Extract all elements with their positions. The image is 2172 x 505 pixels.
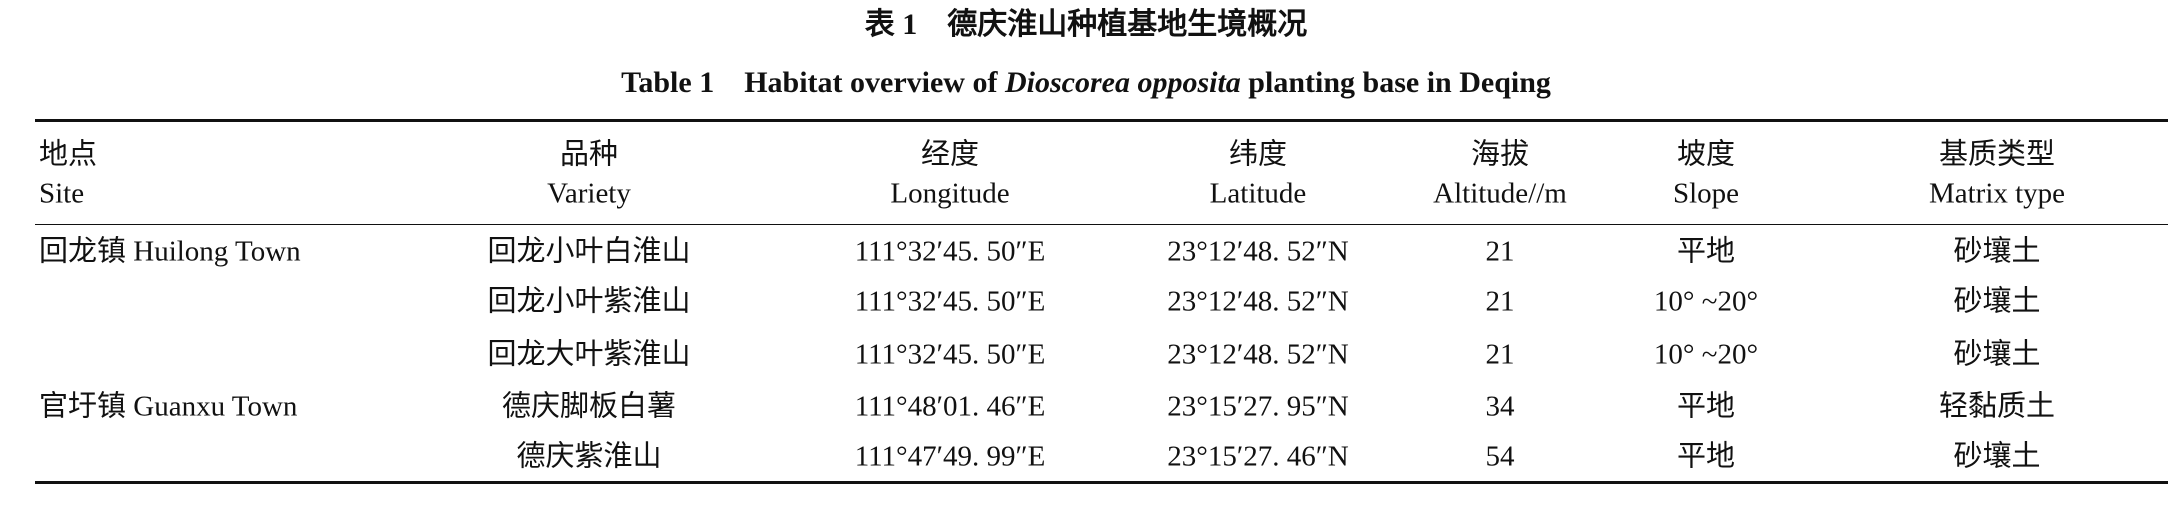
cell: 111°48′01. 46″E	[854, 390, 1046, 423]
cell: 54	[1485, 440, 1515, 473]
cell: 111°47′49. 99″E	[854, 440, 1046, 473]
cell: 21	[1485, 338, 1515, 371]
cell: 111°32′45. 50″E	[854, 235, 1046, 268]
header-cn: 海拔	[1470, 138, 1530, 171]
cell: 砂壤土	[1953, 285, 2041, 318]
cell: 平地	[1676, 440, 1736, 473]
cell: 回龙小叶紫淮山	[487, 285, 691, 318]
cell: 10° ~20°	[1653, 338, 1759, 371]
cell: 23°12′48. 52″N	[1167, 285, 1349, 318]
cell: 德庆脚板白薯	[501, 390, 677, 423]
cell: 回龙小叶白淮山	[487, 235, 691, 268]
cell: 平地	[1676, 235, 1736, 268]
cell: 砂壤土	[1953, 440, 2041, 473]
header-cn: 坡度	[1676, 138, 1736, 171]
cell: 10° ~20°	[1653, 285, 1759, 318]
cell: 23°12′48. 52″N	[1167, 338, 1349, 371]
cell: 34	[1485, 390, 1515, 423]
cell: 23°15′27. 46″N	[1167, 440, 1349, 473]
table-label: Table 1	[621, 66, 715, 99]
cell: 轻黏质土	[1938, 390, 2056, 423]
header-en: Longitude	[890, 177, 1010, 210]
header-en: Slope	[1672, 177, 1740, 210]
species: Dioscorea opposita	[1004, 66, 1241, 99]
header-cn: 基质类型	[1938, 138, 2056, 171]
cell: 官圩镇 Guanxu Town	[39, 390, 298, 423]
cell: 111°32′45. 50″E	[854, 338, 1046, 371]
header-cn: 经度	[920, 138, 980, 171]
mid-rule	[35, 224, 2168, 225]
header-en: Latitude	[1209, 177, 1307, 210]
cell: 111°32′45. 50″E	[854, 285, 1046, 318]
cell: 砂壤土	[1953, 235, 2041, 268]
cell: 21	[1485, 235, 1515, 268]
header-en: Altitude//m	[1433, 177, 1567, 210]
title-text: Habitat overview of	[744, 66, 998, 99]
cell: 23°12′48. 52″N	[1167, 235, 1349, 268]
cell: 回龙镇 Huilong Town	[39, 235, 301, 268]
top-rule	[35, 119, 2168, 122]
cell: 回龙大叶紫淮山	[487, 338, 691, 371]
header-en: Site	[39, 177, 85, 210]
title-cn: 表 1 德庆淮山种植基地生境概况	[864, 8, 1308, 41]
title-text: planting base in Deqing	[1248, 66, 1551, 99]
cell: 砂壤土	[1953, 338, 2041, 371]
cell: 德庆紫淮山	[516, 440, 662, 473]
header-cn: 纬度	[1228, 138, 1288, 171]
cell: 23°15′27. 95″N	[1167, 390, 1349, 423]
header-cn: 地点	[39, 138, 98, 171]
header-en: Variety	[547, 177, 631, 210]
bottom-rule	[35, 481, 2168, 484]
cell: 平地	[1676, 390, 1736, 423]
header-cn: 品种	[559, 138, 619, 171]
title-en: Table 1 Habitat overview of Dioscorea op…	[621, 68, 1551, 98]
header-en: Matrix type	[1928, 177, 2066, 210]
cell: 21	[1485, 285, 1515, 318]
